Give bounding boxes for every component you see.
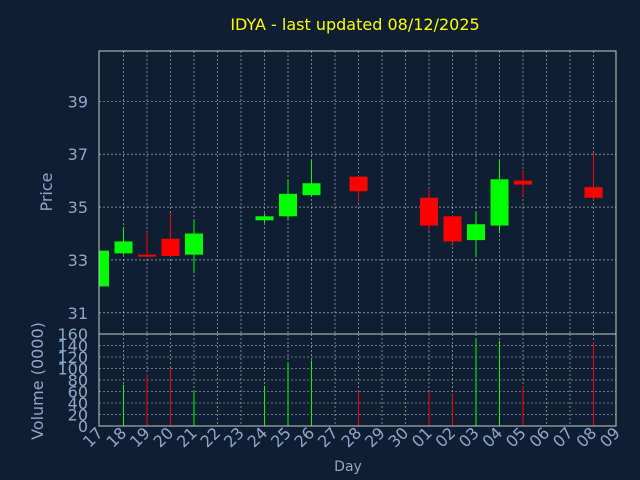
volume-tick-label: 20: [68, 406, 88, 425]
price-tick-label: 31: [68, 304, 88, 323]
candle-body: [279, 193, 297, 217]
volume-tick-label: 140: [57, 337, 88, 356]
candle-body: [514, 180, 532, 185]
price-tick-label: 39: [68, 92, 88, 111]
candle-body: [302, 183, 321, 196]
volume-tick-label: 60: [68, 383, 88, 402]
price-panel: 31 33 35 37 39 Price: [37, 50, 617, 335]
candle-body: [161, 238, 180, 256]
volume-tick-label: 100: [57, 360, 88, 379]
x-axis-label: Day: [334, 459, 362, 475]
volume-tick-label: 40: [68, 394, 88, 413]
candle-body: [420, 197, 438, 226]
volume-tick-label: 80: [68, 371, 88, 390]
candle-body: [185, 233, 203, 255]
candle-body: [255, 216, 274, 221]
volume-tick-label: 120: [57, 348, 88, 367]
x-axis-ticks: 1718192021222324252627282930010203040506…: [79, 423, 624, 451]
volume-bars: [123, 338, 594, 426]
chart-title: IDYA - last updated 08/12/2025: [230, 15, 479, 34]
candle-body: [99, 250, 109, 287]
price-tick-label: 37: [68, 145, 88, 164]
candle-body: [467, 224, 485, 241]
candle-body: [138, 254, 156, 257]
price-axis-label: Price: [37, 172, 56, 211]
candle-body: [490, 179, 509, 226]
price-tick-label: 33: [68, 251, 88, 270]
candle-body: [114, 241, 133, 254]
price-y-ticks: 31 33 35 37 39: [68, 92, 88, 323]
candles: [99, 152, 603, 287]
volume-panel-frame: [98, 333, 617, 427]
candle-body: [349, 176, 368, 192]
volume-tick-label: 0: [78, 417, 88, 436]
volume-tick-label: 160: [57, 325, 88, 344]
candle-body: [443, 216, 462, 242]
price-tick-label: 35: [68, 198, 88, 217]
volume-axis-label: Volume (0000): [28, 322, 47, 440]
candle-body: [584, 187, 603, 198]
